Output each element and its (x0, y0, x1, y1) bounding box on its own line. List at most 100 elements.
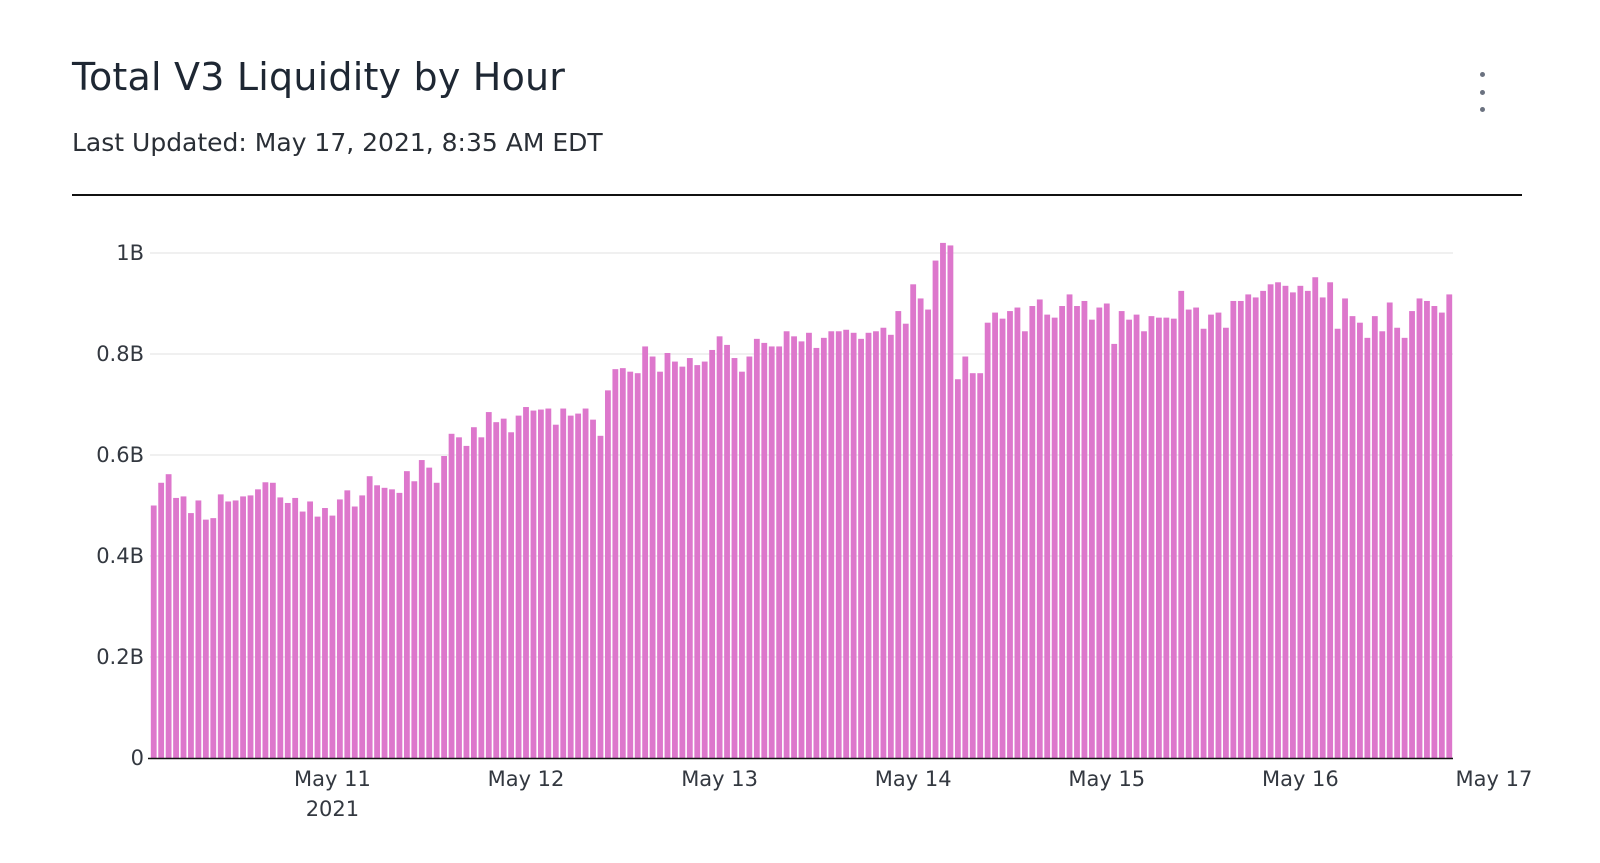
bar[interactable] (538, 409, 544, 758)
bar[interactable] (433, 482, 440, 758)
bar[interactable] (351, 506, 358, 758)
bar[interactable] (456, 437, 462, 758)
bar[interactable] (1297, 285, 1304, 758)
bar[interactable] (1416, 298, 1423, 758)
bar[interactable] (932, 260, 939, 758)
bar[interactable] (686, 358, 693, 758)
bar[interactable] (329, 515, 336, 758)
bar[interactable] (984, 322, 991, 758)
bar[interactable] (992, 312, 998, 758)
bar[interactable] (850, 332, 857, 758)
bar[interactable] (403, 471, 410, 758)
bar[interactable] (1290, 292, 1296, 758)
bar[interactable] (1118, 311, 1125, 758)
bar[interactable] (798, 341, 805, 759)
bar[interactable] (217, 494, 224, 758)
bar[interactable] (426, 467, 433, 759)
bar[interactable] (716, 336, 723, 758)
bar[interactable] (649, 356, 656, 758)
bar[interactable] (470, 427, 477, 758)
bar[interactable] (746, 356, 753, 758)
bar[interactable] (1371, 316, 1378, 759)
bar[interactable] (284, 502, 291, 758)
bar[interactable] (396, 492, 403, 759)
bar[interactable] (552, 424, 559, 758)
bar[interactable] (322, 508, 328, 758)
bar[interactable] (582, 408, 589, 758)
bar[interactable] (1141, 331, 1147, 758)
bar[interactable] (240, 496, 246, 758)
bar[interactable] (1126, 319, 1133, 758)
bar[interactable] (560, 408, 567, 758)
bar[interactable] (1155, 317, 1162, 758)
bar[interactable] (1409, 311, 1415, 758)
bar[interactable] (776, 346, 783, 758)
bar[interactable] (1200, 328, 1207, 758)
bar[interactable] (1401, 337, 1408, 758)
bar[interactable] (1111, 343, 1118, 758)
bar[interactable] (679, 366, 686, 759)
bar[interactable] (1178, 290, 1185, 759)
bar[interactable] (575, 413, 582, 758)
bar[interactable] (150, 505, 157, 759)
bar[interactable] (1059, 306, 1066, 758)
bar[interactable] (917, 298, 924, 758)
bar[interactable] (865, 332, 872, 758)
bar[interactable] (180, 496, 187, 758)
bar[interactable] (1379, 331, 1386, 758)
bar[interactable] (523, 407, 529, 758)
bar[interactable] (1014, 307, 1021, 758)
bar[interactable] (1304, 290, 1311, 759)
bar[interactable] (783, 331, 790, 758)
bar[interactable] (441, 456, 448, 758)
bar[interactable] (247, 495, 254, 758)
bar[interactable] (210, 518, 217, 759)
bar[interactable] (1170, 318, 1177, 758)
bar[interactable] (634, 373, 641, 758)
bar[interactable] (1267, 284, 1274, 758)
bar[interactable] (940, 242, 946, 758)
bar[interactable] (165, 474, 172, 758)
bar[interactable] (724, 344, 730, 758)
bar[interactable] (1051, 317, 1058, 758)
bar[interactable] (530, 410, 537, 758)
bar[interactable] (1394, 327, 1401, 758)
bar[interactable] (1334, 328, 1341, 758)
bar[interactable] (969, 373, 976, 758)
bar[interactable] (269, 482, 276, 758)
bar[interactable] (463, 445, 470, 758)
bar[interactable] (1163, 317, 1170, 758)
bar[interactable] (381, 487, 388, 758)
bar[interactable] (806, 332, 812, 758)
bar[interactable] (411, 481, 418, 758)
bar[interactable] (1081, 300, 1088, 758)
bar[interactable] (843, 329, 850, 758)
bar[interactable] (515, 415, 522, 758)
bar[interactable] (1446, 294, 1453, 758)
bar[interactable] (1438, 312, 1445, 758)
bar[interactable] (605, 390, 611, 758)
bar[interactable] (1275, 282, 1281, 758)
bar[interactable] (925, 309, 931, 758)
bar[interactable] (977, 373, 984, 758)
bar[interactable] (731, 358, 738, 758)
bar[interactable] (954, 379, 961, 758)
bar[interactable] (664, 352, 671, 758)
bar[interactable] (418, 460, 425, 758)
bar[interactable] (500, 418, 507, 758)
bar[interactable] (1327, 282, 1334, 758)
bar[interactable] (374, 485, 380, 758)
bar[interactable] (359, 495, 366, 758)
bar[interactable] (1096, 307, 1103, 758)
bar[interactable] (1133, 314, 1140, 758)
bar[interactable] (336, 499, 343, 758)
bar[interactable] (828, 331, 835, 758)
bar[interactable] (314, 516, 321, 758)
bar[interactable] (1066, 294, 1073, 758)
bar[interactable] (701, 361, 708, 758)
bar[interactable] (895, 311, 902, 758)
bar[interactable] (887, 334, 894, 758)
bar[interactable] (1349, 316, 1356, 759)
bar[interactable] (709, 349, 716, 758)
bar[interactable] (657, 371, 663, 758)
